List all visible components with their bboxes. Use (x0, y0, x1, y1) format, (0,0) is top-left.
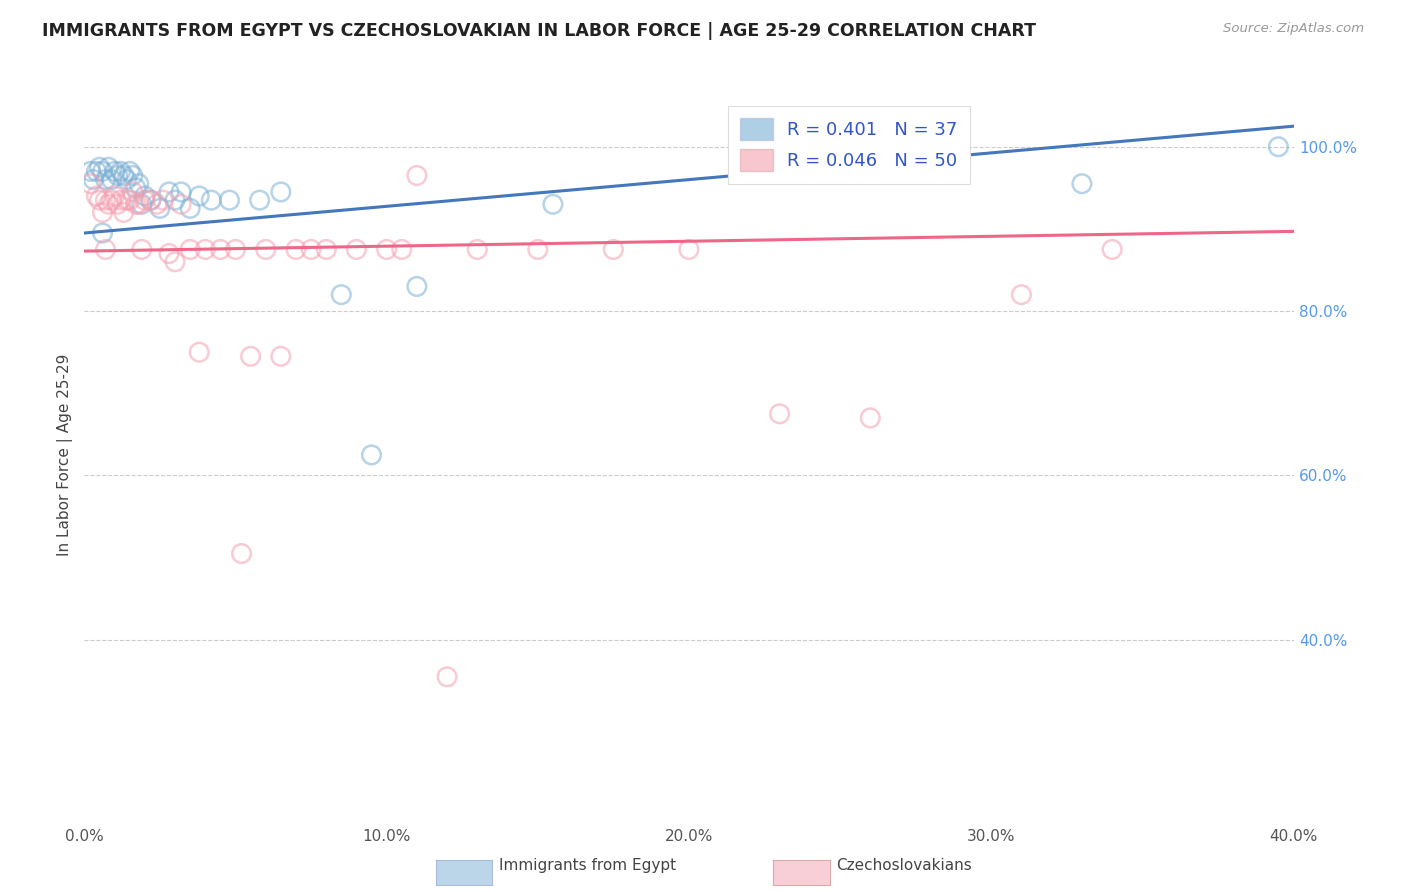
Point (859, 411, 882, 425)
Point (128, 197, 150, 211)
Point (541, 197, 564, 211)
Point (94, 193, 117, 207)
Point (94, 172, 117, 186)
Point (254, 243, 277, 257)
Point (315, 243, 337, 257)
Text: Immigrants from Egypt: Immigrants from Egypt (499, 858, 676, 872)
Point (131, 197, 153, 211)
Point (104, 164, 127, 178)
Point (360, 448, 382, 462)
Point (1101, 243, 1123, 257)
Point (131, 243, 153, 257)
Point (115, 193, 138, 207)
Point (249, 193, 271, 207)
Point (121, 185, 143, 199)
Point (285, 243, 308, 257)
Point (91, 164, 114, 178)
Point (200, 193, 222, 207)
Text: Source: ZipAtlas.com: Source: ZipAtlas.com (1223, 22, 1364, 36)
Point (110, 193, 132, 207)
Point (157, 185, 180, 199)
Point (157, 246, 180, 260)
Point (139, 193, 162, 207)
Point (179, 202, 201, 216)
Point (1267, 139, 1289, 153)
Point (406, 169, 429, 183)
Point (406, 279, 429, 293)
Point (89, 193, 111, 207)
Point (89, 161, 111, 175)
Point (86, 189, 108, 203)
Point (121, 169, 143, 183)
Point (79, 177, 101, 191)
Point (436, 670, 458, 684)
Point (134, 189, 156, 203)
Point (100, 193, 122, 207)
Point (270, 349, 292, 363)
Point (118, 164, 141, 178)
Point (139, 193, 162, 207)
Point (209, 243, 232, 257)
Point (107, 197, 129, 211)
Point (104, 189, 127, 203)
Point (188, 345, 211, 359)
Point (107, 169, 129, 183)
Point (194, 243, 217, 257)
Point (527, 243, 550, 257)
Point (91, 226, 114, 240)
Point (179, 243, 201, 257)
Point (375, 243, 398, 257)
Point (97, 197, 120, 211)
Point (152, 193, 174, 207)
Point (225, 243, 247, 257)
Point (218, 193, 240, 207)
Point (115, 172, 138, 186)
Point (97, 161, 120, 175)
Point (86, 164, 108, 178)
Point (270, 185, 292, 199)
Y-axis label: In Labor Force | Age 25-29: In Labor Force | Age 25-29 (58, 354, 73, 556)
Point (602, 243, 624, 257)
Point (125, 197, 148, 211)
Point (146, 197, 169, 211)
Point (82, 172, 104, 186)
Point (467, 243, 489, 257)
Point (170, 185, 193, 199)
Point (149, 202, 172, 216)
Point (769, 407, 792, 421)
Legend: R = 0.401   N = 37, R = 0.046   N = 50: R = 0.401 N = 37, R = 0.046 N = 50 (727, 105, 970, 184)
Point (231, 547, 253, 561)
Point (1011, 287, 1033, 301)
Point (299, 243, 322, 257)
Point (1071, 177, 1094, 191)
Point (134, 193, 156, 207)
Point (239, 349, 262, 363)
Point (110, 164, 132, 178)
Point (165, 254, 187, 268)
Text: IMMIGRANTS FROM EGYPT VS CZECHOSLOVAKIAN IN LABOR FORCE | AGE 25-29 CORRELATION : IMMIGRANTS FROM EGYPT VS CZECHOSLOVAKIAN… (42, 22, 1036, 40)
Point (118, 193, 141, 207)
Point (112, 169, 135, 183)
Point (330, 287, 353, 301)
Point (112, 205, 135, 219)
Point (94, 243, 117, 257)
Point (91, 205, 114, 219)
Point (678, 243, 700, 257)
Point (165, 193, 187, 207)
Text: Czechoslovakians: Czechoslovakians (837, 858, 973, 872)
Point (79, 164, 101, 178)
Point (100, 172, 122, 186)
Point (391, 243, 413, 257)
Point (346, 243, 368, 257)
Point (170, 197, 193, 211)
Point (128, 177, 150, 191)
Point (188, 189, 211, 203)
Point (125, 181, 148, 195)
